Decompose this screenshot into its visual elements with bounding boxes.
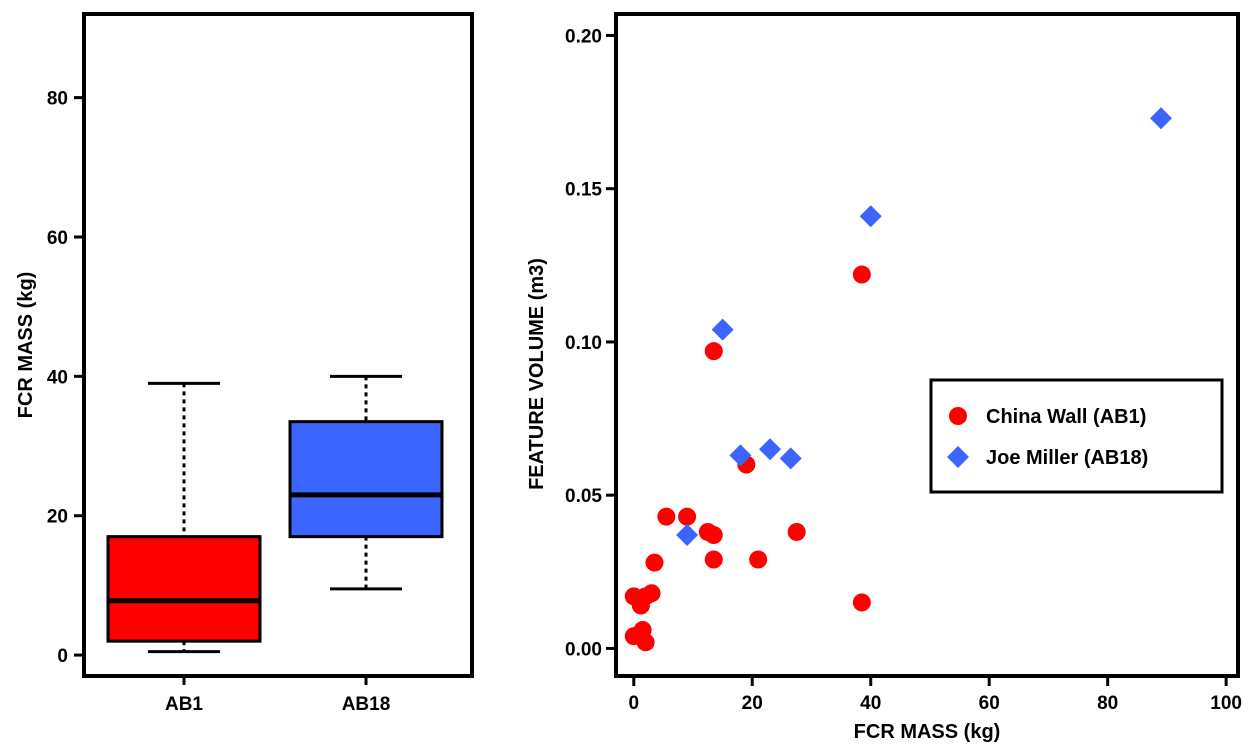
- point-joe-miller: [779, 447, 802, 470]
- point-china-wall: [678, 507, 697, 526]
- scatter-y-axis: 0.00 0.05 0.10 0.15 0.20: [565, 26, 616, 660]
- point-joe-miller: [1149, 107, 1172, 130]
- box-plot-frame: [82, 12, 474, 678]
- box-y-tick-label: 40: [47, 367, 68, 388]
- box-y-tick-label: 20: [47, 507, 68, 528]
- scatter-y-tick-label: 0.00: [565, 639, 602, 660]
- legend-marker-china-wall: [949, 407, 967, 425]
- scatter-y-tick-label: 0.10: [565, 333, 602, 354]
- box-plot-marks: [106, 374, 444, 654]
- box-ab18: [288, 420, 444, 539]
- box-y-tick-label: 0: [57, 646, 68, 667]
- box-ab1: [106, 535, 262, 643]
- box-plot-panel: 0 20 40 60 80 AB1 AB18 FCR MASS (kg): [15, 12, 474, 715]
- point-china-wall: [787, 522, 806, 541]
- point-china-wall: [852, 265, 871, 284]
- scatter-plot-panel: 0.00 0.05 0.10 0.15 0.20 0 20 40 60 80 100 FCR MA…: [526, 12, 1242, 743]
- scatter-x-tick-label: 20: [742, 693, 763, 714]
- point-china-wall: [704, 526, 723, 545]
- scatter-x-tick-label: 0: [628, 693, 639, 714]
- point-china-wall: [657, 507, 676, 526]
- box-y-tick-label: 60: [47, 228, 68, 249]
- point-joe-miller: [711, 318, 734, 341]
- scatter-x-tick-label: 80: [1097, 693, 1118, 714]
- scatter-y-tick-label: 0.05: [565, 486, 602, 507]
- box-x-tick-label: AB18: [342, 694, 391, 715]
- point-china-wall: [704, 550, 723, 569]
- scatter-x-axis-title: FCR MASS (kg): [854, 721, 1001, 743]
- box-y-tick-label: 80: [47, 89, 68, 110]
- legend-marker-joe-miller: [947, 446, 969, 468]
- legend-label-china-wall: China Wall (AB1): [986, 406, 1146, 428]
- point-china-wall: [636, 633, 655, 652]
- scatter-y-tick-label: 0.15: [565, 180, 602, 201]
- scatter-y-tick-label: 0.20: [565, 26, 602, 47]
- scatter-x-tick-label: 60: [979, 693, 1000, 714]
- scatter-x-tick-label: 100: [1210, 693, 1242, 714]
- legend: China Wall (AB1) Joe Miller (AB18): [929, 378, 1224, 494]
- legend-label-joe-miller: Joe Miller (AB18): [986, 447, 1148, 469]
- box-y-axis: 0 20 40 60 80: [47, 89, 84, 667]
- point-china-wall: [704, 342, 723, 361]
- scatter-y-axis-title: FEATURE VOLUME (m3): [526, 258, 548, 490]
- legend-box: [929, 378, 1224, 494]
- point-china-wall: [852, 593, 871, 612]
- point-china-wall: [749, 550, 768, 569]
- point-joe-miller: [676, 524, 699, 547]
- box-x-tick-label: AB1: [165, 694, 203, 715]
- scatter-x-tick-label: 40: [860, 693, 881, 714]
- box-x-axis: AB1 AB18: [165, 676, 390, 715]
- scatter-x-axis: 0 20 40 60 80 100: [628, 676, 1242, 714]
- point-joe-miller: [759, 438, 782, 461]
- scatter-plot-frame: [614, 12, 1240, 678]
- scatter-marks: [624, 107, 1172, 652]
- point-china-wall: [642, 584, 661, 603]
- point-china-wall: [645, 553, 664, 572]
- point-joe-miller: [729, 444, 752, 467]
- box-y-axis-title: FCR MASS (kg): [15, 272, 37, 419]
- point-joe-miller: [859, 205, 882, 228]
